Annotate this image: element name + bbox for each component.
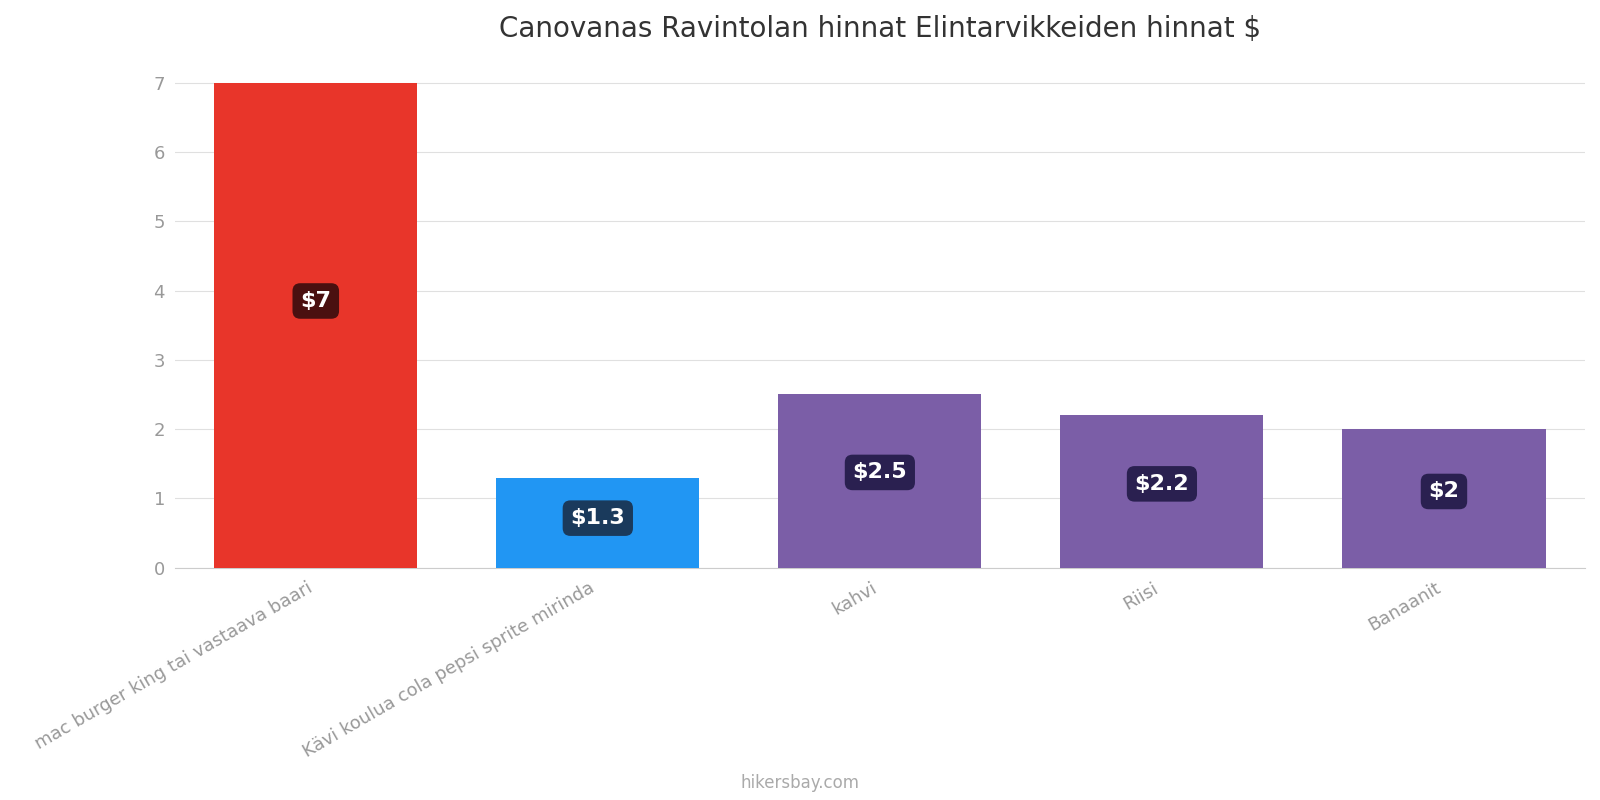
Bar (496, 478, 699, 568)
Text: $2: $2 (1429, 482, 1459, 502)
Text: $1.3: $1.3 (571, 508, 626, 528)
Text: $2.5: $2.5 (853, 462, 907, 482)
Bar (778, 394, 981, 568)
Bar (214, 82, 418, 568)
Title: Canovanas Ravintolan hinnat Elintarvikkeiden hinnat $: Canovanas Ravintolan hinnat Elintarvikke… (499, 15, 1261, 43)
Bar (1061, 415, 1264, 568)
Text: $7: $7 (301, 291, 331, 311)
Bar (1342, 429, 1546, 568)
Text: hikersbay.com: hikersbay.com (741, 774, 859, 792)
Text: $2.2: $2.2 (1134, 474, 1189, 494)
